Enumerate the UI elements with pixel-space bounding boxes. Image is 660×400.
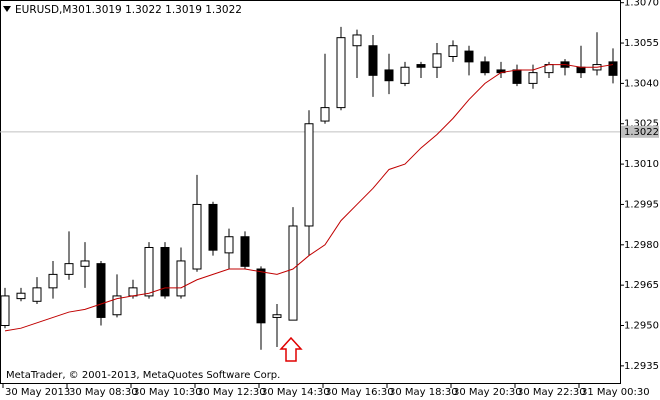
y-tick-label: 1.3010 <box>624 159 659 170</box>
x-tick-label: 31 May 00:30 <box>581 387 650 398</box>
candle-body <box>192 203 202 270</box>
moving-average <box>4 64 614 332</box>
symbol: EURUSD,M30 <box>15 4 85 16</box>
candle-body <box>384 69 394 82</box>
y-tick-label: 1.2995 <box>624 199 659 210</box>
candle-body <box>96 263 106 318</box>
candle-body <box>512 69 522 84</box>
candle-body <box>256 268 266 324</box>
candle-body <box>208 203 218 251</box>
candle-body <box>144 246 154 297</box>
candle-body <box>16 292 26 300</box>
candle-body <box>368 45 378 76</box>
candle-body <box>176 260 186 297</box>
signal-arrow <box>279 336 303 362</box>
candle-body <box>48 273 58 289</box>
candle-body <box>416 64 426 68</box>
candle-body <box>336 37 346 109</box>
quote: 1.3019 1.3022 1.3019 1.3022 <box>85 4 242 16</box>
x-tick-label: 30 May 2013 <box>5 387 70 398</box>
x-tick-label: 30 May 18:30 <box>389 387 458 398</box>
x-tick-label: 30 May 16:30 <box>325 387 394 398</box>
bid-label-box <box>621 125 659 138</box>
candle-body <box>448 45 458 57</box>
candle-body <box>304 123 314 227</box>
candle-body <box>240 236 250 267</box>
menu-icon[interactable] <box>3 6 11 12</box>
candle-body <box>272 314 282 318</box>
candle-body <box>400 66 410 84</box>
candle-body <box>320 107 330 122</box>
x-tick-label: 30 May 22:30 <box>517 387 586 398</box>
candle-body <box>480 61 490 74</box>
footer: MetaTrader, © 2001-2013, MetaQuotes Soft… <box>6 370 280 381</box>
y-tick-label: 1.3040 <box>624 78 659 89</box>
candle-body <box>0 295 10 327</box>
y-tick-label: 1.3025 <box>624 119 659 130</box>
candle-body <box>528 72 538 84</box>
candle-body <box>464 50 474 63</box>
x-tick-label: 30 May 14:30 <box>261 387 330 398</box>
candle-body <box>224 236 234 254</box>
candle-body <box>80 260 90 267</box>
x-tick-label: 30 May 20:30 <box>453 387 522 398</box>
candle-body <box>32 287 42 302</box>
candle-body <box>128 287 138 297</box>
candle-body <box>432 53 442 68</box>
candle-body <box>288 225 298 321</box>
y-tick-label: 1.2935 <box>624 361 659 372</box>
candle-body <box>112 295 122 316</box>
y-tick-label: 1.3070 <box>624 0 659 9</box>
candle-body <box>160 246 170 297</box>
x-tick-label: 30 May 10:30 <box>133 387 202 398</box>
y-tick-label: 1.2950 <box>624 321 659 332</box>
candle-body <box>608 61 618 76</box>
x-tick-label: 30 May 12:30 <box>197 387 266 398</box>
y-tick-label: 1.2965 <box>624 280 659 291</box>
candle-body <box>576 66 586 74</box>
x-tick-label: 30 May 08:30 <box>69 387 138 398</box>
plot-frame <box>0 0 621 384</box>
candle-body <box>64 263 74 275</box>
bid-label: 1.3022 <box>624 127 659 138</box>
candle-body <box>352 34 362 47</box>
y-tick-label: 1.3055 <box>624 38 659 49</box>
y-tick-label: 1.2980 <box>624 240 659 251</box>
